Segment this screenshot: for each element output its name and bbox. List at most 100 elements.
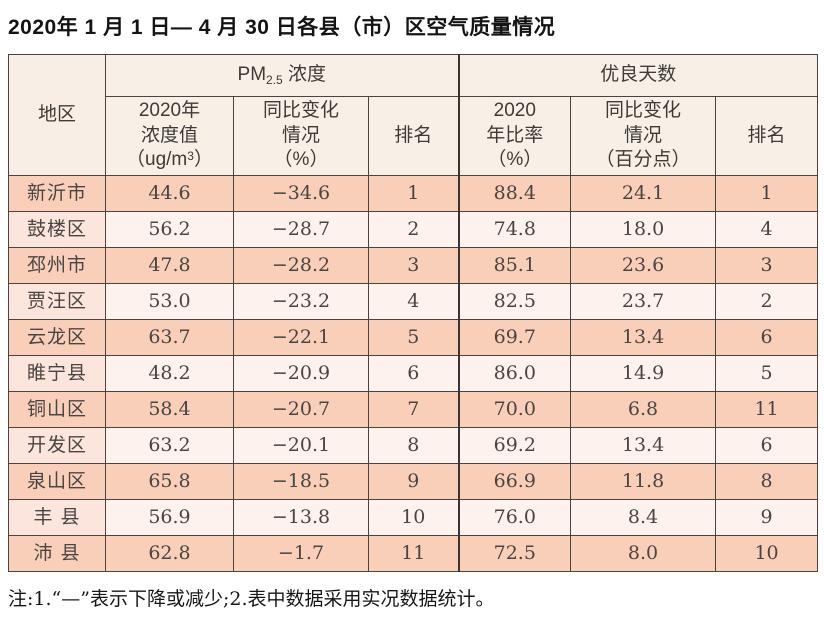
- cell-pm-value: 47.8: [105, 247, 234, 284]
- cell-pm-rank: 2: [367, 211, 460, 248]
- header-pm-rank: 排名: [367, 96, 460, 176]
- table-row: 云龙区 63.7 −22.1 5 69.7 13.4 6: [8, 319, 819, 356]
- cell-pm-value: 65.8: [105, 463, 234, 500]
- cell-good-change: 18.0: [570, 211, 717, 248]
- cell-good-rank: 3: [715, 247, 819, 284]
- unit-suffix: ）: [193, 149, 213, 171]
- header-group-good-days: 优良天数: [457, 54, 819, 97]
- cell-good-rank: 6: [715, 427, 819, 464]
- cell-pm-change: −23.2: [233, 283, 369, 320]
- cell-region: 泉山区: [8, 463, 106, 500]
- cell-good-rate: 69.2: [457, 427, 572, 464]
- cell-pm-change: −22.1: [233, 319, 369, 356]
- cell-pm-rank: 9: [367, 463, 460, 500]
- cell-pm-rank: 8: [367, 427, 460, 464]
- cell-good-rate: 85.1: [457, 247, 572, 284]
- unit-prefix: （ug/m: [126, 149, 188, 171]
- cell-pm-rank: 5: [367, 319, 460, 356]
- table-row: 鼓楼区 56.2 −28.7 2 74.8 18.0 4: [8, 211, 819, 248]
- pm-value-unit: （ug/m3）: [126, 149, 213, 170]
- cell-pm-value: 62.8: [105, 535, 234, 572]
- cell-pm-rank: 10: [367, 499, 460, 536]
- table-row: 沛 县 62.8 −1.7 11 72.5 8.0 10: [8, 535, 819, 572]
- table-body: 新沂市 44.6 −34.6 1 88.4 24.1 1 鼓楼区 56.2 −2…: [8, 175, 819, 572]
- table-row: 新沂市 44.6 −34.6 1 88.4 24.1 1: [8, 175, 819, 212]
- header-group-row: 地区 PM2.5 浓度 优良天数: [8, 54, 819, 176]
- cell-good-change: 24.1: [570, 175, 717, 212]
- table-row: 邳州市 47.8 −28.2 3 85.1 23.6 3: [8, 247, 819, 284]
- cell-good-rank: 10: [715, 535, 819, 572]
- pm-value-line1: 2020年: [138, 99, 201, 121]
- header-group-pm25: PM2.5 浓度: [104, 54, 460, 97]
- pm25-label-suffix: 浓度: [282, 63, 326, 85]
- table-row: 泉山区 65.8 −18.5 9 66.9 11.8 8: [8, 463, 819, 500]
- cell-good-change: 13.4: [570, 319, 717, 356]
- unit-superscript: 3: [187, 149, 194, 164]
- cell-pm-value: 44.6: [105, 175, 234, 212]
- cell-pm-change: −20.7: [233, 391, 369, 428]
- header-good-change: 同比变化 情况 （百分点）: [570, 96, 717, 176]
- cell-good-rate: 88.4: [457, 175, 572, 212]
- cell-pm-rank: 1: [367, 175, 460, 212]
- cell-good-change: 23.7: [570, 283, 717, 320]
- cell-good-rate: 82.5: [457, 283, 572, 320]
- cell-pm-change: −20.1: [233, 427, 369, 464]
- cell-good-rate: 86.0: [457, 355, 572, 392]
- cell-pm-change: −20.9: [233, 355, 369, 392]
- table-header: 地区 PM2.5 浓度 优良天数 2020年浓度值 （ug/m3） 同比变化 情况…: [8, 54, 819, 176]
- cell-good-change: 23.6: [570, 247, 717, 284]
- cell-pm-value: 53.0: [105, 283, 234, 320]
- header-good-rate: 2020 年比率 （%）: [457, 96, 572, 176]
- cell-pm-rank: 11: [367, 535, 460, 572]
- air-quality-table: 地区 PM2.5 浓度 优良天数 2020年 浓度值 （ug/m3） 同比变化 情况…: [8, 54, 819, 572]
- cell-good-rank: 9: [715, 499, 819, 536]
- header-region: 地区: [8, 54, 106, 176]
- cell-pm-change: −1.7: [233, 535, 369, 572]
- cell-pm-change: −28.7: [233, 211, 369, 248]
- cell-good-rank: 6: [715, 319, 819, 356]
- cell-pm-rank: 4: [367, 283, 460, 320]
- cell-good-rank: 4: [715, 211, 819, 248]
- cell-good-change: 14.9: [570, 355, 717, 392]
- cell-good-change: 11.8: [570, 463, 717, 500]
- cell-good-rate: 74.8: [457, 211, 572, 248]
- cell-region: 开发区: [8, 427, 106, 464]
- cell-good-rate: 69.7: [457, 319, 572, 356]
- cell-good-change: 13.4: [570, 427, 717, 464]
- cell-pm-change: −13.8: [233, 499, 369, 536]
- cell-pm-value: 56.2: [105, 211, 234, 248]
- pm-value-line2: 浓度值: [140, 124, 198, 146]
- pm25-label-prefix: PM: [237, 63, 267, 85]
- cell-pm-rank: 6: [367, 355, 460, 392]
- table-row: 贾汪区 53.0 −23.2 4 82.5 23.7 2: [8, 283, 819, 320]
- cell-region: 新沂市: [8, 175, 106, 212]
- cell-good-rank: 5: [715, 355, 819, 392]
- table-row: 丰 县 56.9 −13.8 10 76.0 8.4 9: [8, 499, 819, 536]
- footnote: 注:1.“—”表示下降或减少;2.表中数据采用实况数据统计。: [8, 588, 495, 610]
- cell-region: 贾汪区: [8, 283, 106, 320]
- cell-good-change: 8.4: [570, 499, 717, 536]
- cell-good-change: 6.8: [570, 391, 717, 428]
- cell-region: 睢宁县: [8, 355, 106, 392]
- cell-region: 云龙区: [8, 319, 106, 356]
- cell-region: 邳州市: [8, 247, 106, 284]
- cell-good-rate: 66.9: [457, 463, 572, 500]
- cell-region: 鼓楼区: [8, 211, 106, 248]
- cell-good-rank: 8: [715, 463, 819, 500]
- cell-pm-rank: 7: [367, 391, 460, 428]
- cell-region: 沛 县: [8, 535, 106, 572]
- cell-good-rate: 70.0: [457, 391, 572, 428]
- cell-good-rank: 2: [715, 283, 819, 320]
- cell-pm-rank: 3: [367, 247, 460, 284]
- cell-pm-change: −28.2: [233, 247, 369, 284]
- cell-pm-value: 48.2: [105, 355, 234, 392]
- cell-pm-value: 56.9: [105, 499, 234, 536]
- cell-pm-change: −18.5: [233, 463, 369, 500]
- page-title: 2020年 1 月 1 日— 4 月 30 日各县（市）区空气质量情况: [8, 16, 556, 39]
- header-pm-change: 同比变化 情况 （%）: [233, 96, 369, 176]
- cell-good-change: 8.0: [570, 535, 717, 572]
- cell-pm-value: 63.2: [105, 427, 234, 464]
- header-pm-value: 2020年浓度值 （ug/m3）: [105, 96, 234, 176]
- cell-good-rank: 11: [715, 391, 819, 428]
